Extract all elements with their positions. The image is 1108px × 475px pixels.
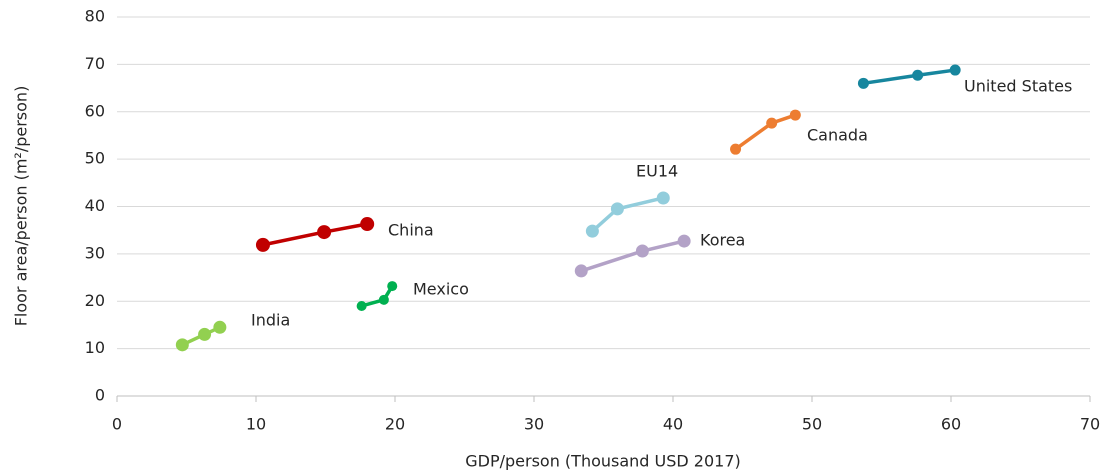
point [317, 225, 332, 240]
series-label: China [388, 221, 434, 240]
x-tick-label: 10 [246, 415, 266, 434]
y-axis-title: Floor area/person (m²/person) [12, 86, 31, 327]
y-tick-label: 0 [95, 386, 105, 405]
y-tick-label: 20 [85, 291, 105, 310]
y-tick-label: 40 [85, 196, 105, 215]
x-tick-label: 70 [1080, 415, 1100, 434]
point [175, 338, 189, 352]
series-label: Korea [700, 231, 745, 250]
point [635, 244, 649, 258]
point [789, 109, 801, 121]
y-tick-label: 50 [85, 149, 105, 168]
point [574, 264, 588, 278]
x-tick-label: 40 [663, 415, 683, 434]
point [585, 224, 599, 238]
point [766, 117, 778, 129]
x-tick-label: 0 [112, 415, 122, 434]
series-label: Canada [807, 126, 868, 145]
series-line [863, 68, 956, 86]
y-tick-label: 80 [85, 7, 105, 26]
point [656, 191, 670, 205]
series-line [734, 113, 796, 151]
point [912, 69, 924, 81]
point [857, 77, 869, 89]
point [360, 217, 375, 232]
point [378, 294, 389, 305]
point [213, 320, 227, 334]
point [730, 143, 742, 155]
series-line [262, 222, 368, 247]
point [677, 234, 691, 248]
x-tick-label: 30 [524, 415, 544, 434]
y-tick-label: 70 [85, 54, 105, 73]
series-label: Mexico [413, 280, 469, 299]
series-label: EU14 [636, 162, 678, 181]
point [356, 300, 367, 311]
x-axis-title: GDP/person (Thousand USD 2017) [465, 452, 741, 471]
series-label: United States [964, 77, 1072, 96]
series-line [580, 239, 685, 273]
point [387, 281, 398, 292]
series-line [591, 196, 664, 233]
point [610, 202, 624, 216]
y-tick-label: 30 [85, 243, 105, 262]
x-tick-label: 20 [385, 415, 405, 434]
point [949, 64, 961, 76]
x-tick-label: 50 [802, 415, 822, 434]
point [255, 237, 270, 252]
x-tick-label: 60 [941, 415, 961, 434]
y-tick-label: 10 [85, 338, 105, 357]
y-tick-label: 60 [85, 101, 105, 120]
series-label: India [251, 311, 290, 330]
point [198, 327, 212, 341]
